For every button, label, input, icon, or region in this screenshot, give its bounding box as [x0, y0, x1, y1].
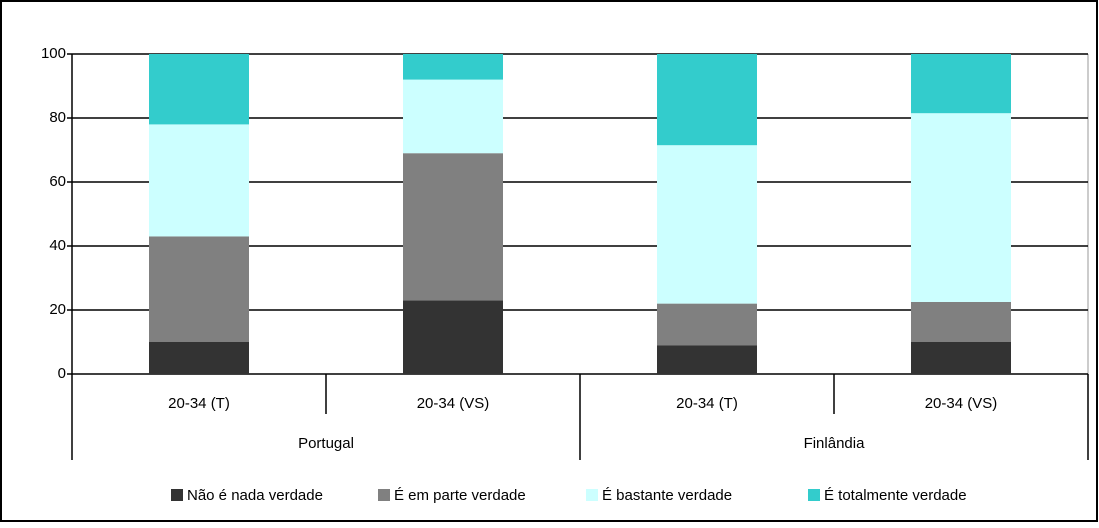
y-tick-label: 20: [49, 301, 66, 318]
bar-segment: [149, 54, 249, 125]
group-label: Finlândia: [804, 435, 866, 452]
bar-segment: [657, 145, 757, 304]
bar-segment: [403, 54, 503, 80]
legend-label: É totalmente verdade: [824, 487, 967, 504]
group-label: Portugal: [298, 435, 354, 452]
y-tick-label: 60: [49, 173, 66, 190]
bar-segment: [657, 303, 757, 346]
legend-swatch: [808, 489, 820, 501]
x-tick-label: 20-34 (T): [676, 395, 738, 412]
x-tick-label: 20-34 (T): [168, 395, 230, 412]
bar-segment: [149, 124, 249, 237]
y-tick-label: 40: [49, 237, 66, 254]
y-tick-label: 80: [49, 109, 66, 126]
bar-segment: [149, 236, 249, 342]
legend-swatch: [586, 489, 598, 501]
y-tick-label: 100: [41, 45, 66, 62]
bar-segment: [657, 54, 757, 146]
bar-segment: [403, 153, 503, 301]
legend-swatch: [171, 489, 183, 501]
y-tick-label: 0: [58, 365, 66, 382]
legend-swatch: [378, 489, 390, 501]
x-tick-label: 20-34 (VS): [925, 395, 998, 412]
bar-segment: [911, 113, 1011, 302]
legend-label: Não é nada verdade: [187, 487, 323, 504]
bar-segment: [911, 54, 1011, 114]
bar-segment: [403, 79, 503, 154]
legend-label: É em parte verdade: [394, 487, 526, 504]
legend-label: É bastante verdade: [602, 487, 732, 504]
bar-segment: [149, 342, 249, 374]
bar-segment: [657, 345, 757, 374]
bar-segment: [403, 300, 503, 374]
bar-segment: [911, 302, 1011, 342]
x-tick-label: 20-34 (VS): [417, 395, 490, 412]
bar-segment: [911, 342, 1011, 374]
